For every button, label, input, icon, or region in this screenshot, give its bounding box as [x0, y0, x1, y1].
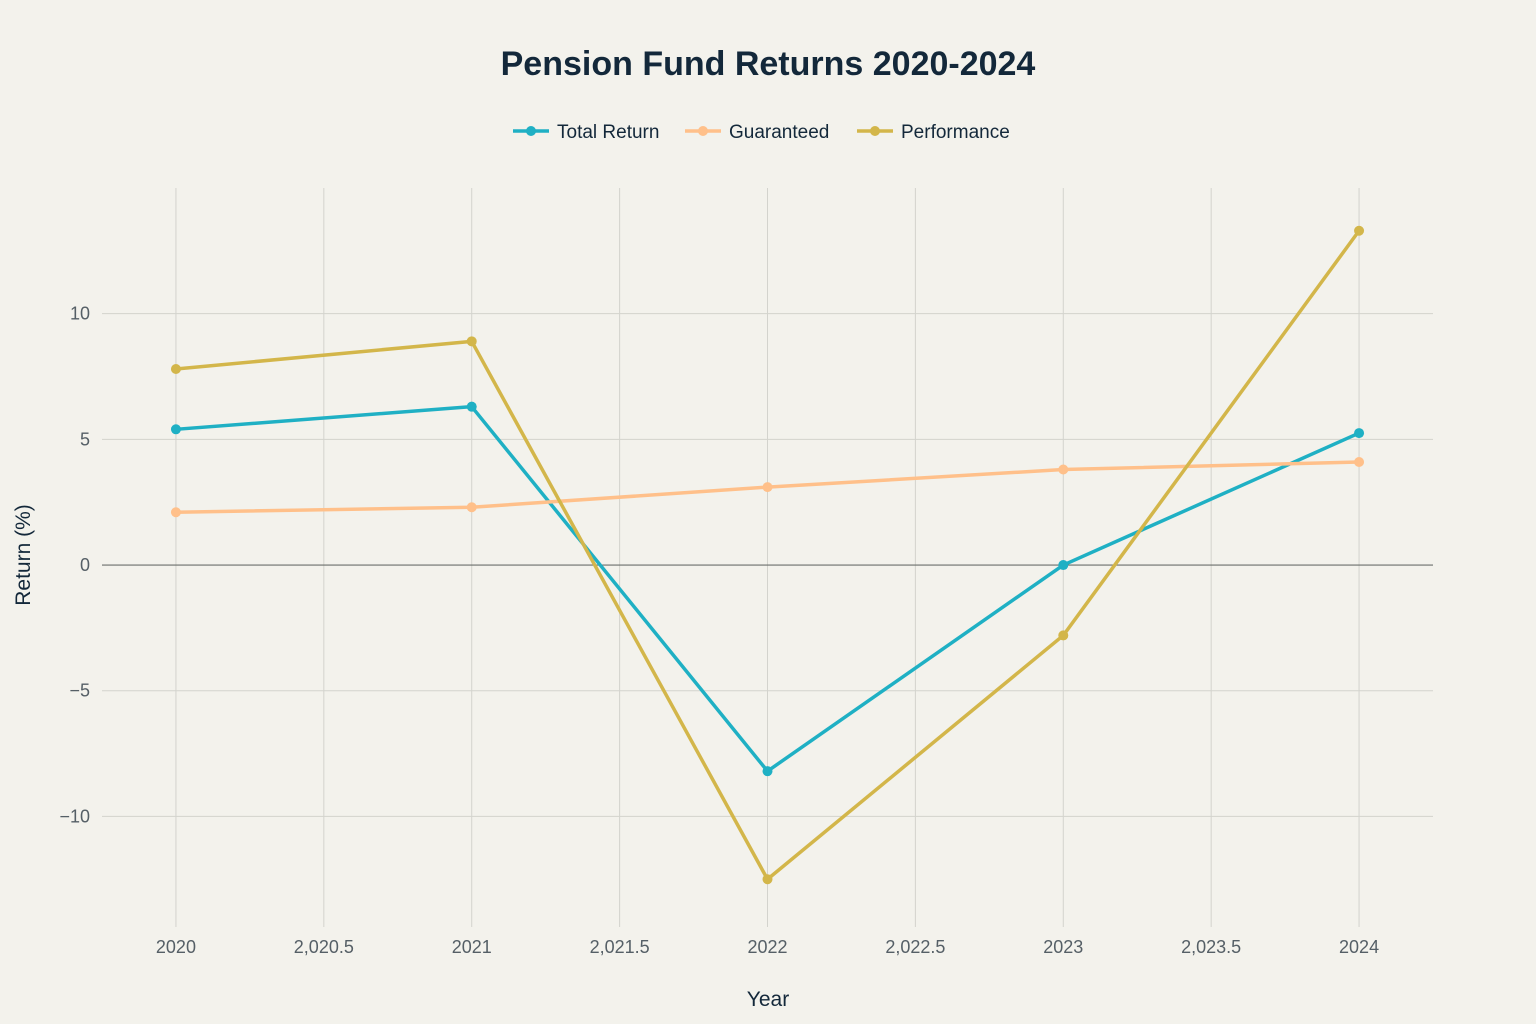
data-point-performance: [170, 363, 181, 374]
legend-item-total-return: Total Return: [513, 122, 659, 143]
x-axis-title: Year: [747, 988, 789, 1011]
data-point-performance: [1058, 630, 1069, 641]
data-point-guaranteed: [1354, 456, 1365, 467]
x-tick-label: 2020: [156, 937, 196, 957]
data-point-guaranteed: [466, 502, 477, 513]
y-axis-title: Return (%): [12, 504, 35, 606]
y-tick-label: 5: [80, 429, 90, 449]
data-point-performance: [762, 874, 773, 885]
x-tick-label: 2,021.5: [590, 937, 650, 957]
legend: Total Return Guaranteed Performance: [513, 122, 1010, 143]
legend-swatch-marker: [870, 126, 880, 136]
data-point-guaranteed: [1058, 464, 1069, 475]
data-point-total-return: [762, 766, 773, 777]
legend-label: Guaranteed: [729, 122, 829, 143]
legend-swatch-marker: [698, 126, 708, 136]
data-point-total-return: [170, 424, 181, 435]
x-tick-label: 2,023.5: [1181, 937, 1241, 957]
y-gridlines: [102, 313, 1433, 817]
data-point-total-return: [466, 401, 477, 412]
data-point-guaranteed: [170, 507, 181, 518]
legend-label: Total Return: [557, 122, 659, 143]
y-tick-label: 0: [80, 555, 90, 575]
legend-label: Performance: [901, 122, 1010, 143]
legend-item-guaranteed: Guaranteed: [685, 122, 829, 143]
x-tick-label: 2024: [1339, 937, 1379, 957]
x-tick-label: 2,020.5: [294, 937, 354, 957]
y-tick-labels: −10 −5 0 5 10: [59, 304, 90, 827]
data-point-performance: [466, 336, 477, 347]
data-points: [170, 225, 1365, 885]
y-tick-label: 10: [70, 304, 90, 324]
legend-swatch-marker: [526, 126, 536, 136]
y-tick-label: −10: [59, 806, 90, 826]
x-tick-label: 2021: [452, 937, 492, 957]
chart-title: Pension Fund Returns 2020-2024: [501, 45, 1036, 83]
x-tick-label: 2022: [747, 937, 787, 957]
x-tick-label: 2,022.5: [885, 937, 945, 957]
data-point-guaranteed: [762, 482, 773, 493]
data-point-performance: [1354, 225, 1365, 236]
x-tick-labels: 2020 2,020.5 2021 2,021.5 2022 2,022.5 2023 2,0…: [156, 937, 1379, 957]
data-point-total-return: [1354, 428, 1365, 439]
legend-item-performance: Performance: [857, 122, 1010, 143]
data-point-total-return: [1058, 560, 1069, 571]
x-tick-label: 2023: [1043, 937, 1083, 957]
x-gridlines: [175, 188, 1360, 927]
y-tick-label: −5: [69, 681, 90, 701]
